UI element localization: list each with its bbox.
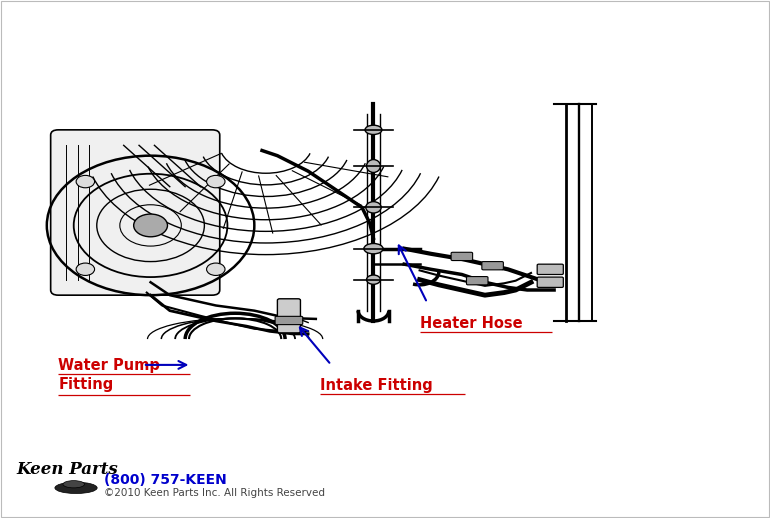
Text: ©2010 Keen Parts Inc. All Rights Reserved: ©2010 Keen Parts Inc. All Rights Reserve… xyxy=(105,487,326,497)
Text: Water Pump
Fitting: Water Pump Fitting xyxy=(59,358,160,392)
FancyBboxPatch shape xyxy=(451,252,473,261)
Text: Intake Fitting: Intake Fitting xyxy=(320,378,433,393)
FancyBboxPatch shape xyxy=(51,130,219,295)
FancyBboxPatch shape xyxy=(275,316,303,325)
Text: Heater Hose: Heater Hose xyxy=(420,316,522,331)
FancyBboxPatch shape xyxy=(537,277,564,287)
Ellipse shape xyxy=(367,275,380,284)
Text: Keen Parts: Keen Parts xyxy=(16,461,118,478)
Ellipse shape xyxy=(63,481,85,488)
FancyBboxPatch shape xyxy=(467,277,488,285)
Circle shape xyxy=(76,176,95,188)
Ellipse shape xyxy=(366,202,381,213)
Ellipse shape xyxy=(365,125,382,135)
FancyBboxPatch shape xyxy=(277,299,300,333)
Ellipse shape xyxy=(364,243,383,254)
Ellipse shape xyxy=(55,482,97,494)
FancyBboxPatch shape xyxy=(482,262,504,270)
Circle shape xyxy=(206,263,225,276)
FancyBboxPatch shape xyxy=(537,264,564,275)
Circle shape xyxy=(206,176,225,188)
Circle shape xyxy=(76,263,95,276)
Ellipse shape xyxy=(367,160,380,172)
Text: (800) 757-KEEN: (800) 757-KEEN xyxy=(105,473,227,487)
Circle shape xyxy=(134,214,168,237)
